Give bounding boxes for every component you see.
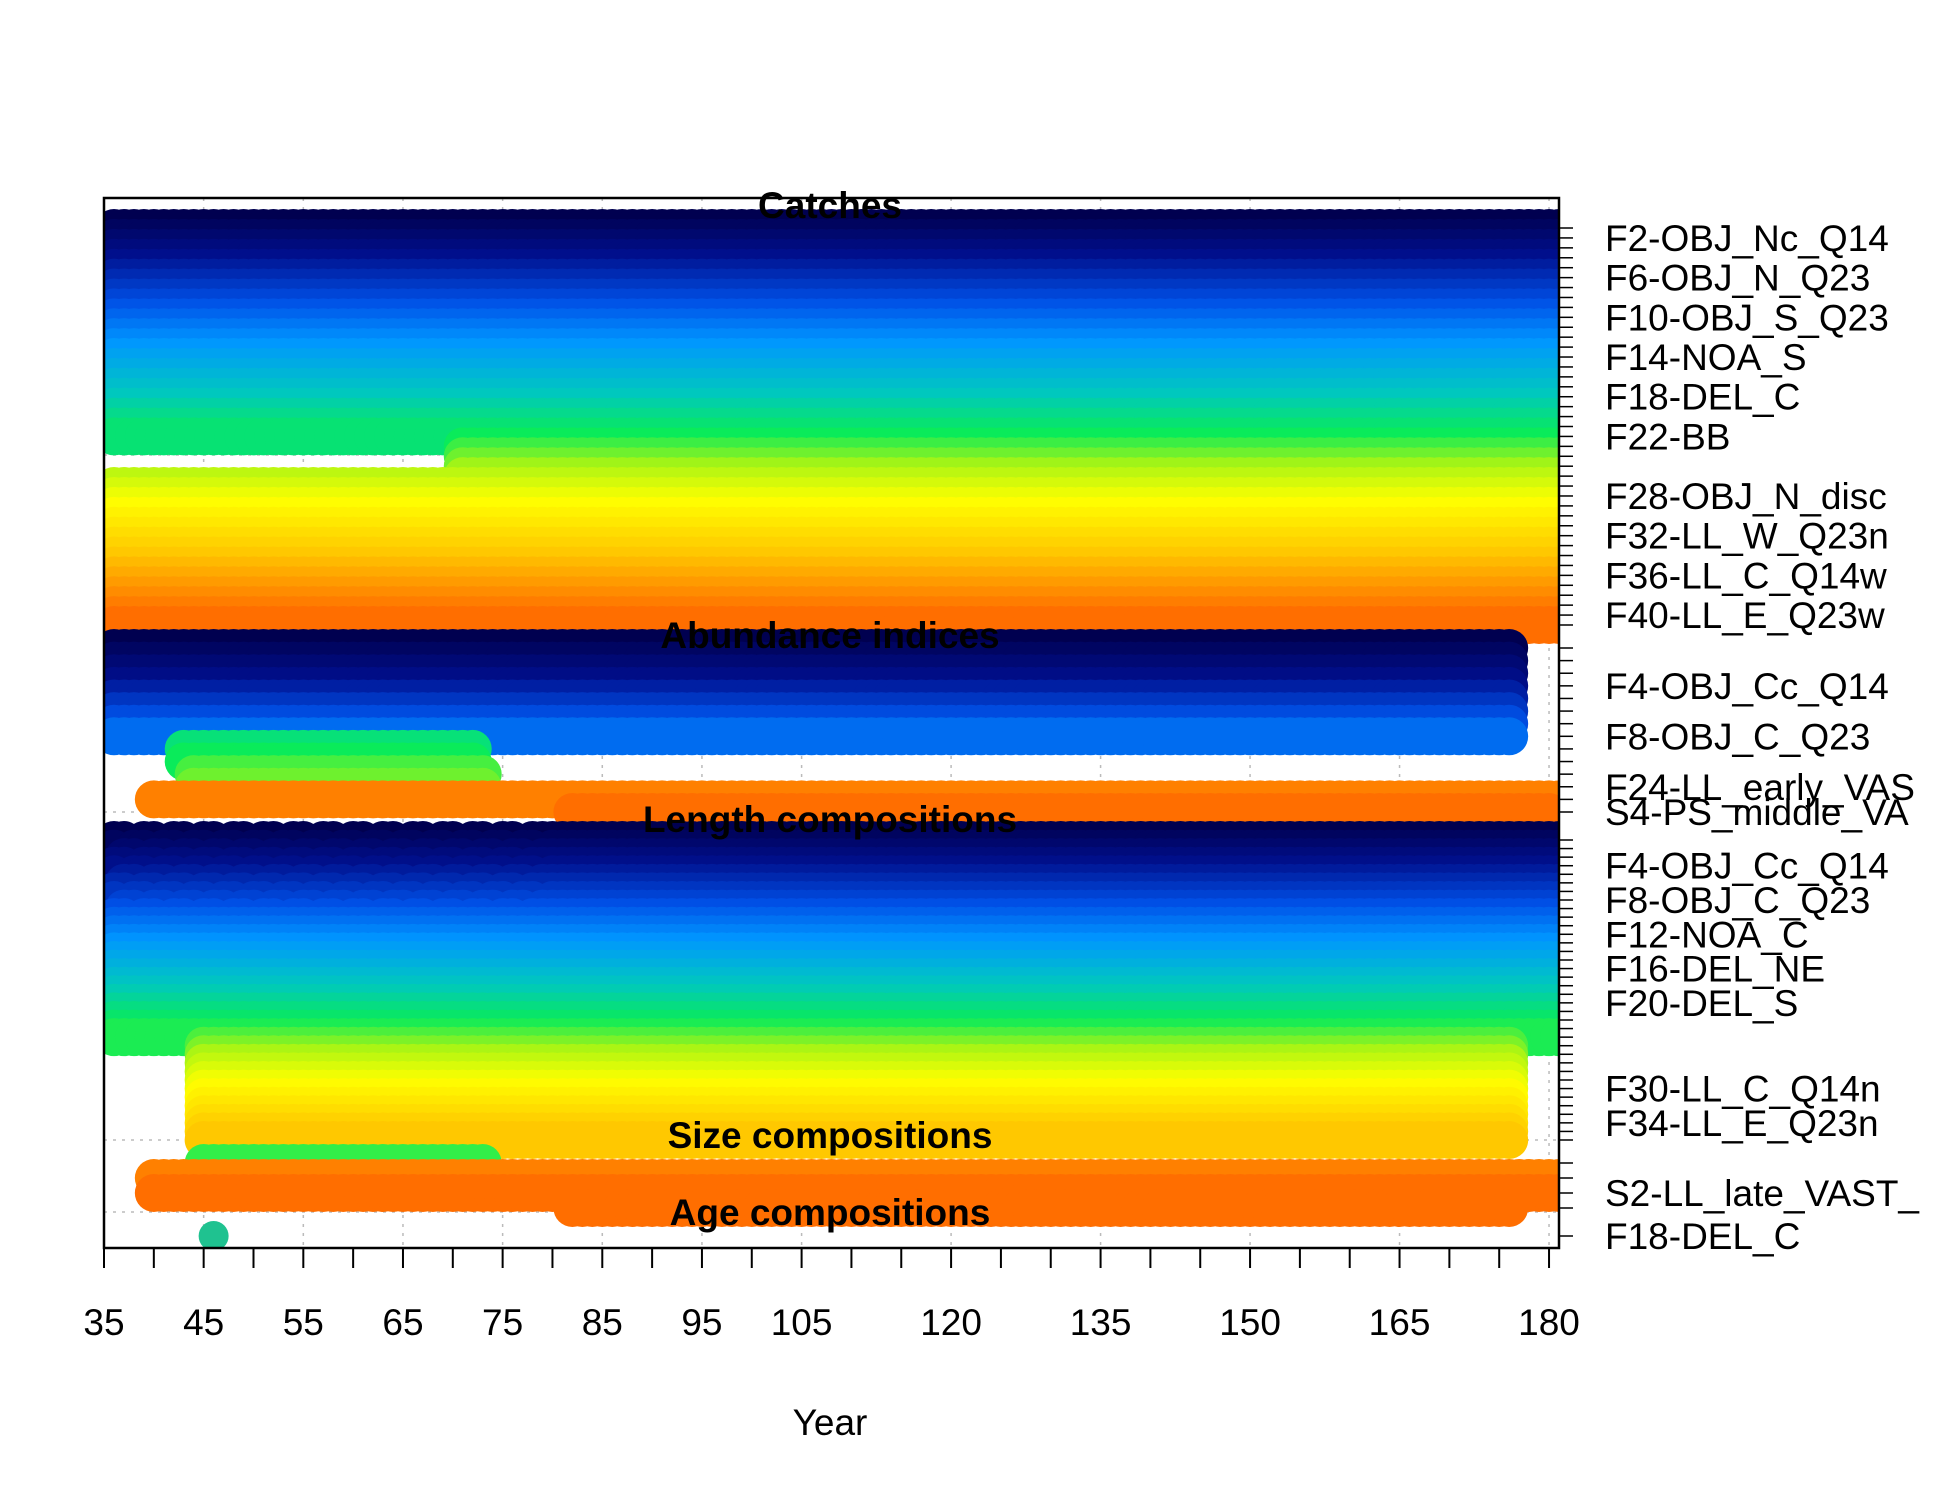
data-points <box>104 209 1559 1248</box>
